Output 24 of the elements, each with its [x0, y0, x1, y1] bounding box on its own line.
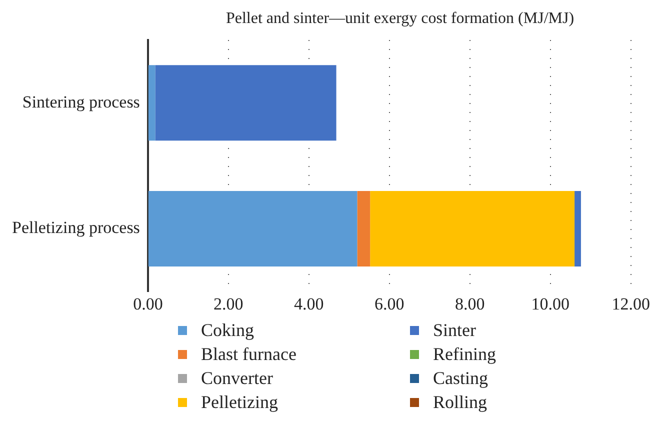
legend-label: Blast furnace [201, 344, 296, 364]
bar [148, 190, 358, 266]
legend-label: Coking [201, 320, 254, 340]
legend-label: Casting [433, 368, 488, 388]
bar [155, 65, 336, 141]
chart-title: Pellet and sinter—unit exergy cost formation (MJ/MJ) [224, 10, 576, 28]
y-tick-label: Sintering process [22, 92, 140, 112]
legend-label: Rolling [433, 392, 488, 412]
x-tick-label: 6.00 [374, 294, 404, 314]
bar [357, 190, 370, 266]
x-tick-label: 0.00 [133, 294, 163, 314]
legend-label: Sinter [433, 320, 476, 340]
bar [370, 190, 575, 266]
legend-label: Pelletizing [201, 392, 278, 412]
x-tick-label: 12.00 [612, 294, 650, 314]
x-tick-label: 2.00 [214, 294, 244, 314]
bar [574, 190, 581, 266]
x-tick-label: 8.00 [455, 294, 485, 314]
bar [148, 65, 156, 141]
y-tick-label: Pelletizing process [12, 218, 140, 238]
x-tick-label: 10.00 [531, 294, 570, 314]
legend-label: Converter [201, 368, 273, 388]
legend-label: Refining [433, 344, 496, 364]
x-tick-label: 4.00 [294, 294, 324, 314]
